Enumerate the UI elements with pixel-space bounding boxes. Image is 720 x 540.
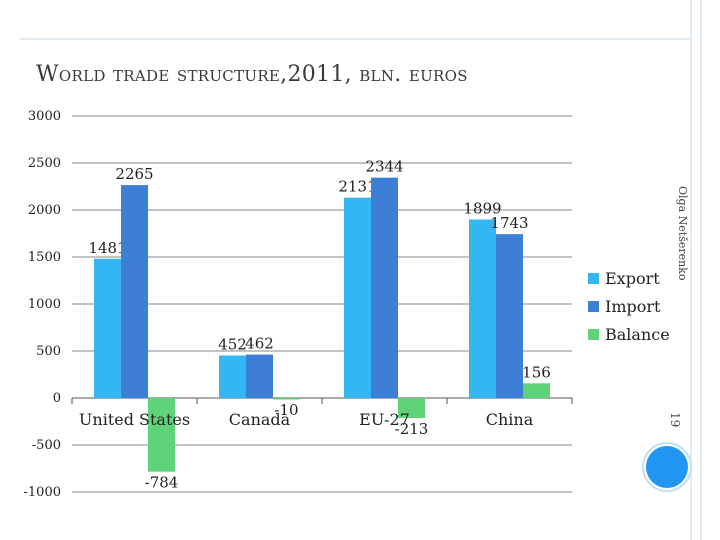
- bar-import: [246, 354, 273, 398]
- legend-label-balance: Balance: [605, 324, 670, 344]
- y-tick-label: 3000: [28, 109, 61, 124]
- bar-balance: [523, 383, 550, 398]
- bar-export: [94, 258, 121, 398]
- category-label: Canada: [229, 410, 291, 429]
- top-decorative-rule: [20, 38, 692, 40]
- data-label: 1899: [463, 199, 501, 217]
- bar-import: [496, 234, 523, 398]
- data-label: 462: [245, 335, 274, 353]
- bar-balance: [398, 398, 425, 419]
- author-credit: Olga Netšerenko: [676, 186, 689, 281]
- y-tick-label: -500: [32, 438, 61, 453]
- legend-label-export: Export: [605, 268, 660, 288]
- data-label: 2344: [365, 158, 403, 176]
- y-tick-label: 1500: [28, 250, 61, 265]
- y-tick-label: 1000: [28, 297, 61, 312]
- data-label: -784: [145, 474, 179, 492]
- data-label: 156: [522, 363, 551, 381]
- category-label: United States: [79, 410, 190, 429]
- decorative-circle: [644, 444, 690, 490]
- y-tick-label: 2000: [28, 203, 61, 218]
- chart-legend: Export Import Balance: [588, 264, 670, 348]
- data-label: 2265: [115, 165, 153, 183]
- y-tick-label: -1000: [24, 485, 61, 500]
- category-label: EU-27: [359, 410, 410, 429]
- bar-import: [121, 185, 148, 398]
- bar-export: [219, 355, 246, 398]
- legend-label-import: Import: [605, 296, 661, 316]
- bar-export: [344, 197, 371, 398]
- slide-title: World trade structure,2011, bln. euros: [36, 62, 468, 87]
- data-label: 1481: [88, 239, 126, 257]
- legend-item-import: Import: [588, 292, 670, 320]
- bar-balance: [148, 398, 175, 472]
- y-tick-label: 0: [53, 391, 61, 406]
- y-tick-label: 2500: [28, 156, 61, 171]
- y-tick-label: 500: [36, 344, 61, 359]
- bar-import: [371, 177, 398, 398]
- category-label: China: [486, 410, 534, 429]
- page-number: 19: [668, 412, 682, 428]
- data-label: -10: [274, 401, 298, 419]
- legend-swatch-import: [588, 300, 599, 312]
- legend-item-balance: Balance: [588, 320, 670, 348]
- bar-balance: [273, 398, 300, 400]
- legend-swatch-balance: [588, 328, 599, 340]
- data-label: 2131: [338, 178, 376, 196]
- right-frame-line: [690, 0, 692, 540]
- right-frame-line-outer: [700, 0, 702, 540]
- data-label: 1743: [490, 214, 528, 232]
- bar-export: [469, 219, 496, 398]
- legend-item-export: Export: [588, 264, 670, 292]
- data-label: -213: [395, 420, 429, 438]
- data-label: 452: [218, 336, 247, 354]
- legend-swatch-export: [588, 272, 599, 284]
